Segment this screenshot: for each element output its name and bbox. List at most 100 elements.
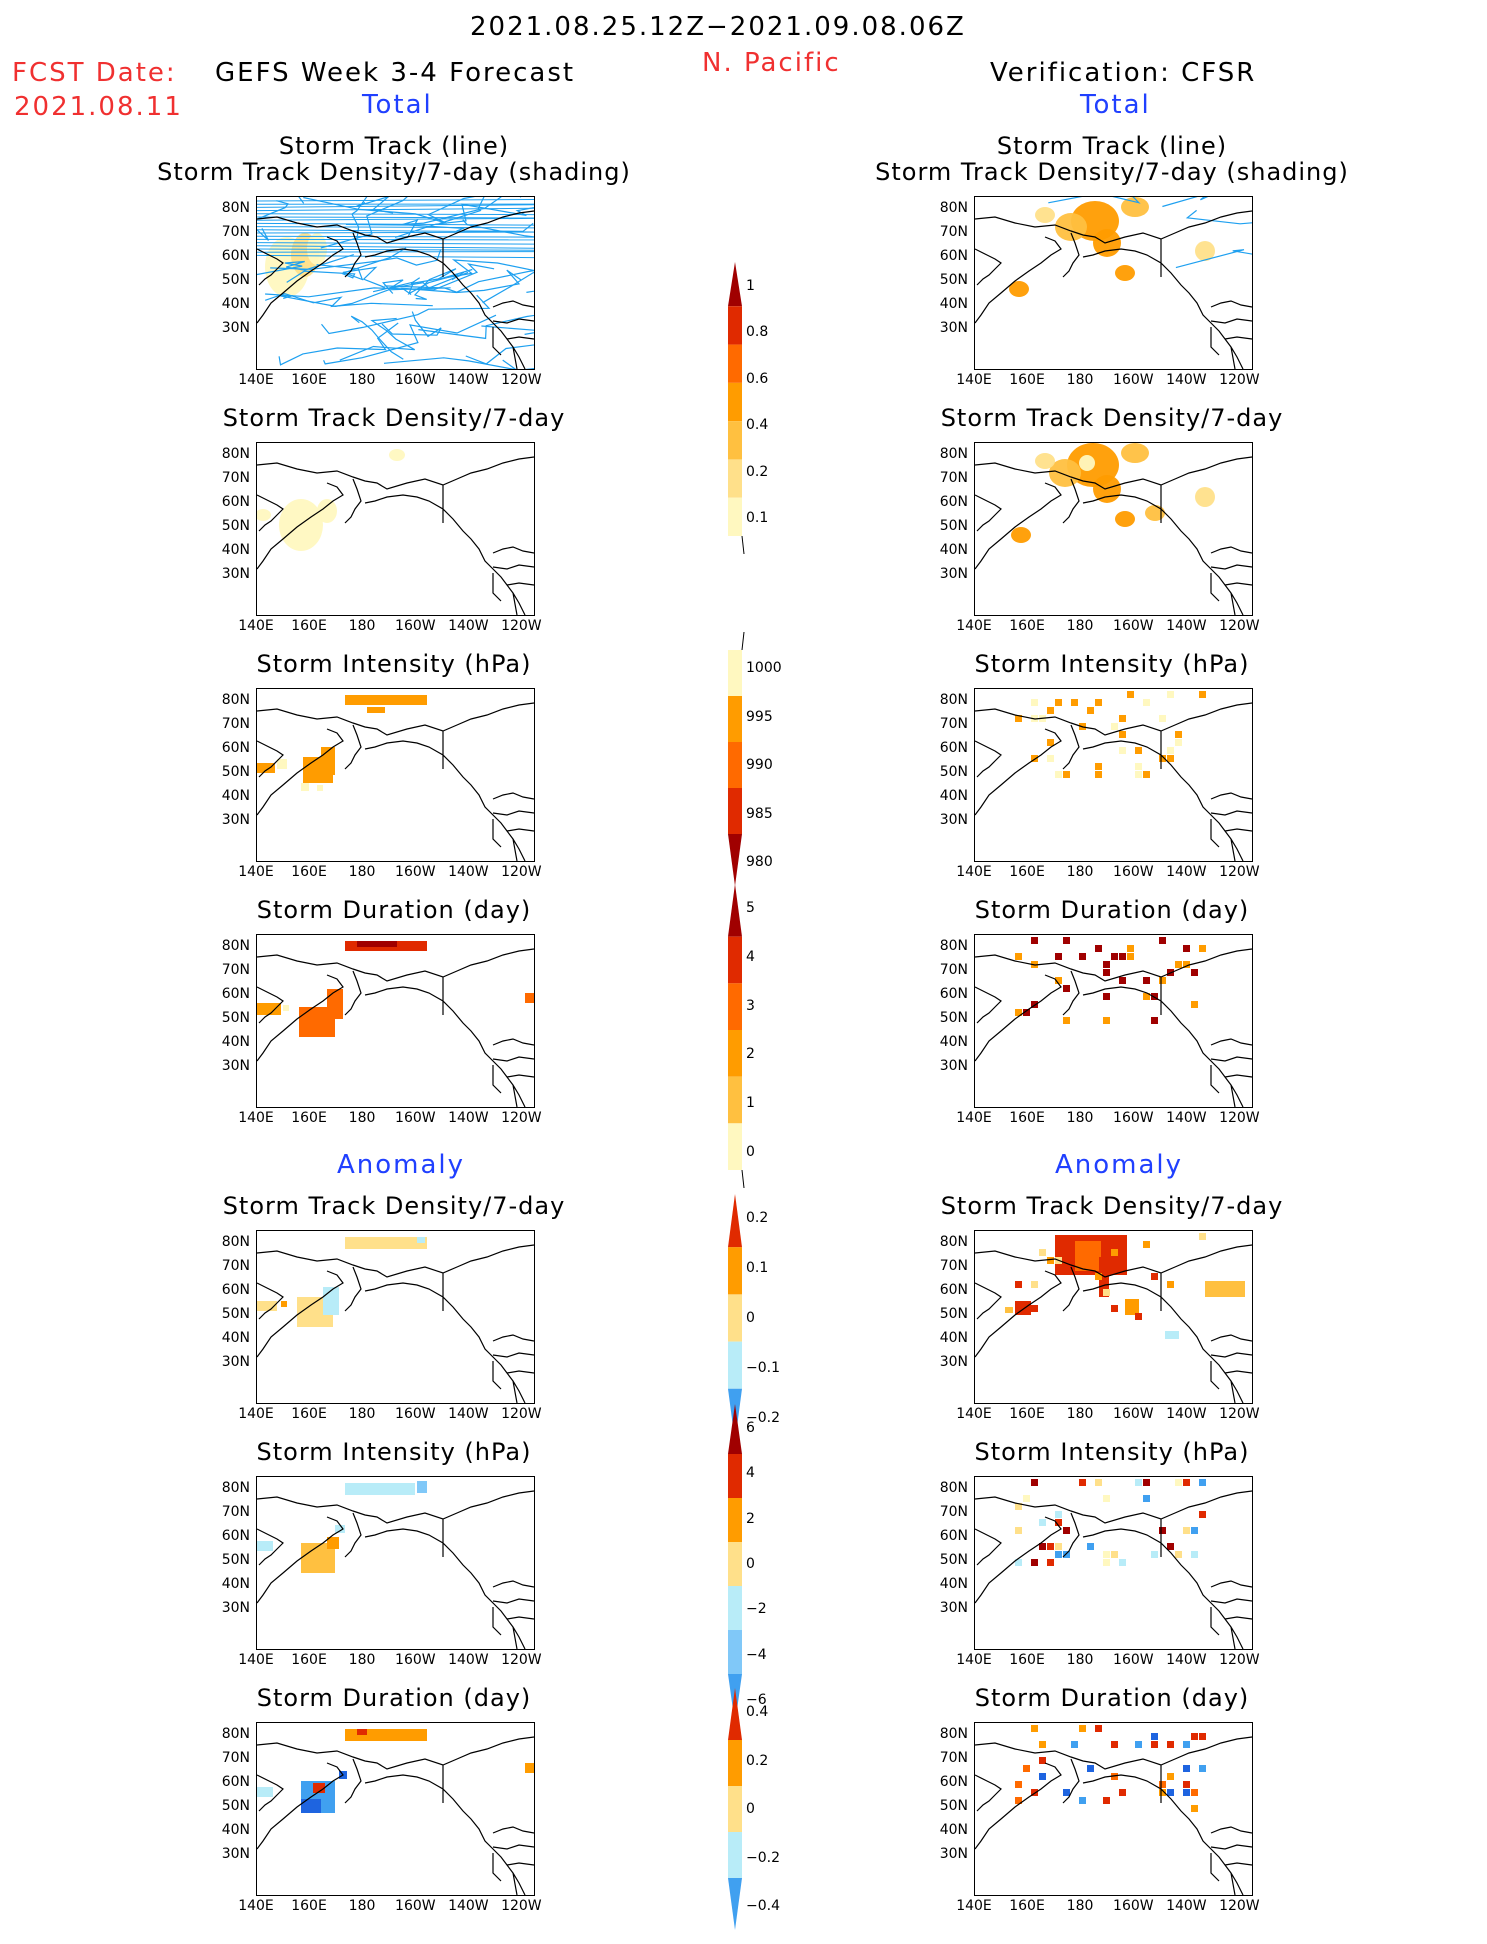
x-tick-label: 160W [1113,1110,1153,1126]
gefs-density-title: Storm Track Density/7-day [114,404,674,432]
grid-cell [1191,1551,1198,1558]
grid-cell [1127,945,1134,952]
grid-cell [257,1787,273,1797]
x-tick-label: 140E [236,864,276,880]
y-tick-label: 80N [220,692,250,708]
y-tick-label: 80N [938,692,968,708]
coastline [975,1737,1252,1895]
y-tick-label: 50N [220,272,250,288]
grid-cell [1119,731,1126,738]
grid-cell [1183,1781,1190,1788]
x-tick-label: 120W [1219,1898,1259,1914]
grid-cell [277,759,287,769]
grid-cell [1079,1725,1086,1732]
grid-cell [1143,1479,1150,1486]
y-tick-label: 80N [220,938,250,954]
grid-cell [1175,1551,1182,1558]
colorbar-label: 995 [746,709,773,725]
grid-cell [1111,723,1118,730]
y-tick-label: 40N [938,296,968,312]
grid-cell [1167,755,1174,762]
gefs-column-title: GEFS Week 3-4 Forecast [215,58,575,88]
storm-track-line [384,358,534,369]
y-tick-label: 70N [938,1750,968,1766]
grid-cell [1143,1241,1150,1248]
grid-cell [1135,1313,1142,1320]
grid-cell [1167,691,1174,698]
grid-cell [1063,1789,1070,1796]
y-tick-label: 30N [220,1600,250,1616]
grid-cell [1031,1559,1038,1566]
x-tick-label: 140E [236,1110,276,1126]
x-tick-label: 160E [1007,1110,1047,1126]
grid-cell [1103,1559,1110,1566]
grid-cell [1015,1281,1022,1288]
y-tick-label: 30N [220,1354,250,1370]
y-tick-label: 80N [220,446,250,462]
grid-cell [1159,1781,1166,1788]
x-tick-label: 160W [1113,372,1153,388]
colorbar-label: 0.2 [746,1210,768,1226]
coastline [257,703,534,861]
y-tick-label: 40N [220,542,250,558]
map-plot [975,689,1252,861]
storm-track-line [1162,197,1240,207]
colorbar-label: 0.8 [746,324,768,340]
grid-cell [281,1301,287,1307]
y-tick-label: 70N [938,1258,968,1274]
y-tick-label: 60N [220,494,250,510]
cfsr-map-panel [974,1722,1253,1896]
cfsr-map-panel [974,196,1253,370]
x-tick-label: 140E [954,1406,994,1422]
x-tick-label: 180 [342,1110,382,1126]
x-tick-label: 140W [1166,864,1206,880]
y-tick-label: 40N [938,1034,968,1050]
x-tick-label: 160W [395,1898,435,1914]
x-tick-label: 180 [342,372,382,388]
density-blob [1115,511,1135,527]
colorbar-segment [728,1030,742,1077]
map-plot [257,443,534,615]
region-title: N. Pacific [702,48,841,78]
grid-cell [1039,1757,1046,1764]
x-tick-label: 180 [1060,864,1100,880]
y-tick-label: 80N [938,1726,968,1742]
density-blob [1115,265,1135,281]
grid-cell [1119,1789,1126,1796]
colorbar-label: −0.2 [746,1850,780,1866]
grid-cell [1167,1789,1174,1796]
x-tick-label: 160E [289,618,329,634]
y-tick-label: 30N [938,1354,968,1370]
grid-cell [1005,1307,1013,1313]
grid-cell [1199,1733,1206,1740]
grid-cell [1103,969,1110,976]
gefs-intensity-anom-title: Storm Intensity (hPa) [114,1438,674,1466]
colorbar-segment [728,306,742,344]
grid-cell [1103,1551,1110,1558]
density-blob [1121,443,1149,463]
grid-cell [1055,953,1062,960]
y-tick-label: 80N [938,938,968,954]
y-tick-label: 50N [938,272,968,288]
grid-cell [1183,1789,1190,1796]
y-tick-label: 70N [938,962,968,978]
y-tick-label: 60N [220,248,250,264]
grid-cell [417,1481,427,1493]
grid-cell [1167,747,1174,754]
grid-cell [283,1005,289,1011]
x-tick-label: 180 [1060,1406,1100,1422]
grid-cell [1191,1527,1198,1534]
grid-cell [345,1237,427,1249]
y-tick-label: 50N [938,1010,968,1026]
grid-cell [1055,1551,1062,1558]
grid-cell [1063,1551,1070,1558]
y-tick-label: 50N [220,764,250,780]
grid-cell [1063,1017,1070,1024]
gefs-track-line-title: Storm Track (line) [114,132,674,160]
grid-cell [1031,937,1038,944]
colorbar-label: 0.1 [746,1260,768,1276]
y-tick-label: 40N [938,1330,968,1346]
grid-cell [1175,731,1182,738]
x-tick-label: 160E [1007,1406,1047,1422]
grid-cell [1191,1789,1198,1796]
